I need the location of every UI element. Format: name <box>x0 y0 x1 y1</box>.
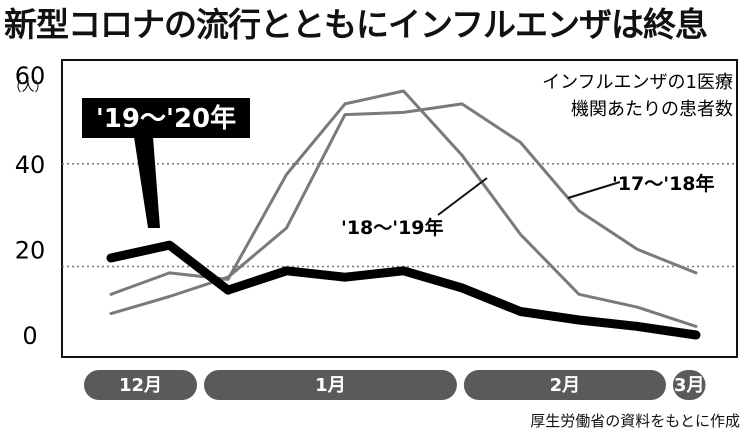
month-label: 12月 <box>119 375 162 396</box>
y-tick-label: 20 <box>15 236 46 264</box>
series-label: '18～'19年 <box>341 216 444 239</box>
series-label: '17～'18年 <box>612 172 715 195</box>
chart-note-line: 機関あたりの患者数 <box>571 99 733 120</box>
month-pill <box>84 370 197 400</box>
series-line-2 <box>106 240 701 340</box>
chart-note-line: インフルエンザの1医療 <box>542 72 733 93</box>
month-label: 3月 <box>674 375 705 396</box>
plot-frame <box>61 59 738 358</box>
y-tick-label: 60 <box>15 62 46 90</box>
y-tick-label: 40 <box>15 151 46 179</box>
y-unit-label: （人） <box>8 80 47 95</box>
series-label: '19～'20年 <box>96 103 236 134</box>
month-pill <box>672 370 706 400</box>
callout-box <box>82 98 250 138</box>
source-note: 厚生労働省の資料をもとに作成 <box>530 412 740 430</box>
callout-pointer <box>134 137 160 228</box>
month-pill <box>463 370 666 400</box>
month-pill <box>204 370 457 400</box>
y-tick-label: 0 <box>22 322 37 350</box>
page-title: 新型コロナの流行とともにインフルエンザは終息 <box>4 5 708 44</box>
month-label: 1月 <box>315 375 346 396</box>
series-label-leader <box>567 181 621 199</box>
series-label-leader <box>437 177 488 216</box>
month-label: 2月 <box>550 375 581 396</box>
series-line-0 <box>109 102 698 316</box>
